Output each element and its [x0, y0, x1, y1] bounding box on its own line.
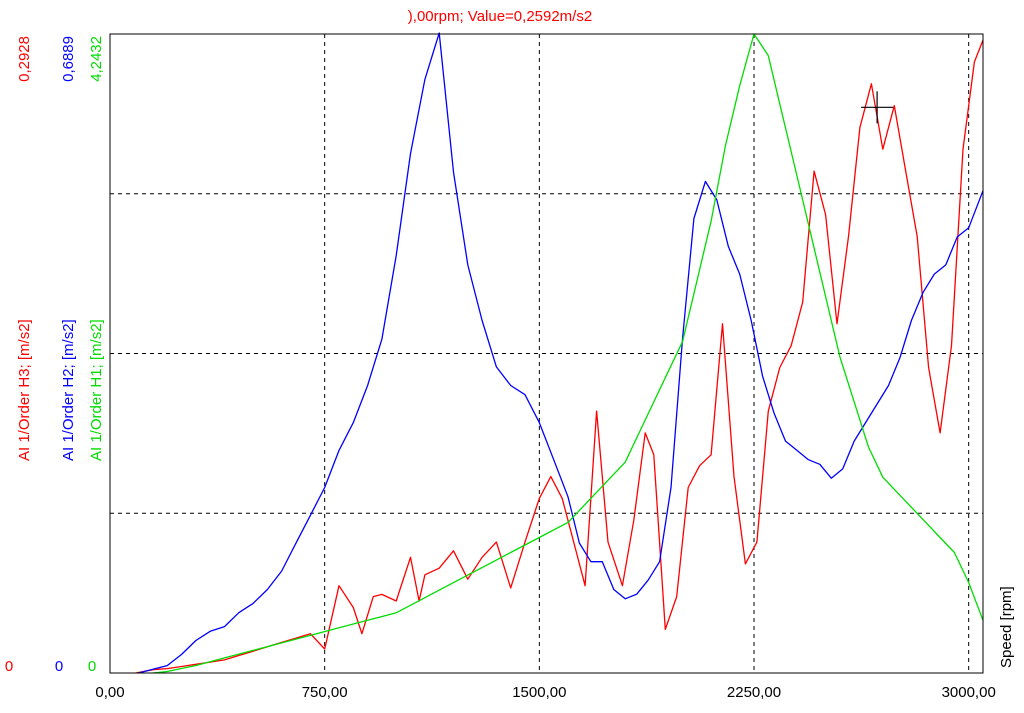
x-tick-label: 750,00 — [302, 684, 348, 701]
grid — [110, 33, 983, 673]
y-axis-max-label-h1: 4,2432 — [88, 36, 105, 82]
series-line-h2 — [138, 32, 984, 674]
y-axis-title-h2: AI 1/Order H2; [m/s2] — [60, 319, 77, 461]
y-axis-min-label-h1: 0 — [88, 658, 96, 675]
x-tick-labels: 0,00 750,00 1500,00 2250,00 3000,00 — [95, 684, 995, 701]
y-axis-min-label-h2: 0 — [55, 658, 63, 675]
x-tick-label: 1500,00 — [512, 684, 566, 701]
cursor[interactable] — [861, 91, 894, 124]
y-axis-max-label-h3: 0,2928 — [16, 36, 33, 82]
chart-title: ),00rpm; Value=0,2592m/s2 — [408, 8, 592, 25]
x-tick-label: 0,00 — [95, 684, 124, 701]
series-lines — [135, 32, 984, 674]
x-tick-label: 3000,00 — [942, 684, 996, 701]
x-axis-label: Speed [rpm] — [998, 586, 1015, 668]
y-axis-title-h1: AI 1/Order H1; [m/s2] — [88, 319, 105, 461]
y-axis-min-label-h3: 0 — [5, 658, 13, 675]
y-axis-title-h3: AI 1/Order H3; [m/s2] — [16, 319, 33, 461]
plot-frame — [109, 33, 984, 674]
y-axis-max-label-h2: 0,6889 — [60, 36, 77, 82]
series-line-h3 — [135, 39, 984, 674]
y-axes: 0,2928 AI 1/Order H3; [m/s2] 0 0,6889 AI 1/O… — [5, 36, 105, 675]
x-tick-label: 2250,00 — [727, 684, 781, 701]
series-line-h1 — [152, 33, 984, 674]
